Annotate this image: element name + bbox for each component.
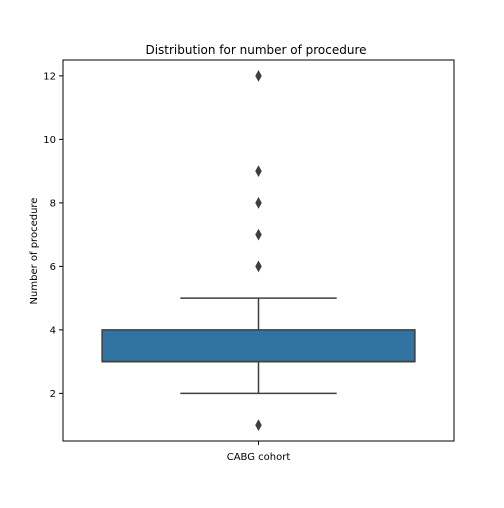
- outlier-point-0: [255, 419, 262, 431]
- outlier-point-1: [255, 260, 262, 273]
- box-layer: [101, 297, 416, 395]
- outlier-point-5: [255, 70, 262, 82]
- y-tick-label-1: 4: [50, 325, 56, 336]
- plot-frame: [62, 59, 455, 442]
- interquartile-box: [101, 329, 416, 363]
- y-tick-label-5: 12: [43, 71, 56, 82]
- tick-layer: 2 4 6 8 10 12 CABG cohort: [43, 71, 290, 463]
- y-tick-label-2: 6: [50, 262, 56, 273]
- y-axis-label: Number of procedure: [29, 198, 40, 305]
- chart-title: Distribution for number of procedure: [145, 43, 366, 57]
- outlier-point-2: [255, 228, 262, 241]
- x-tick-label-0: CABG cohort: [227, 452, 291, 463]
- y-tick-label-3: 8: [50, 198, 56, 209]
- y-tick-label-4: 10: [43, 135, 56, 146]
- y-tick-label-0: 2: [50, 389, 56, 400]
- outlier-layer: [255, 70, 262, 431]
- outlier-point-4: [255, 165, 262, 177]
- outlier-point-3: [255, 197, 262, 209]
